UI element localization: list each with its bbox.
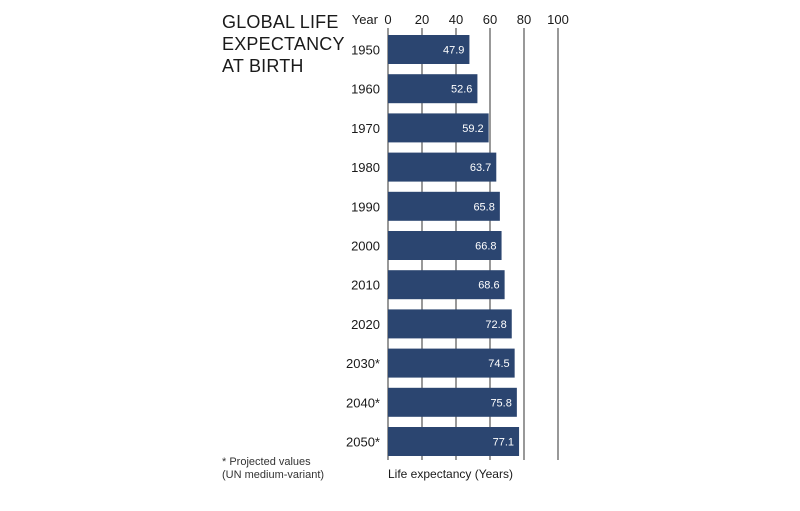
value-label-2010: 68.6 — [478, 280, 499, 292]
chart-title: GLOBAL LIFE EXPECTANCY AT BIRTH — [222, 11, 352, 77]
bar-1960 — [388, 74, 478, 104]
x-tick-label-20: 20 — [415, 12, 429, 27]
bar-2010 — [388, 270, 505, 300]
bar-1980 — [388, 152, 497, 182]
value-label-2050-projected: 77.1 — [493, 437, 514, 449]
category-header: Year — [352, 12, 379, 27]
bar-2040-projected — [388, 387, 517, 417]
x-tick-label-100: 100 — [547, 12, 569, 27]
category-label-1990: 1990 — [351, 199, 380, 214]
category-label-2000: 2000 — [351, 239, 380, 254]
category-label-1950: 1950 — [351, 43, 380, 58]
footnote: * Projected values (UN medium-variant) — [222, 456, 324, 482]
bar-2030-projected — [388, 348, 515, 378]
chart-title-line-3: AT BIRTH — [222, 56, 304, 76]
value-label-1990: 65.8 — [473, 201, 494, 213]
bar-2020 — [388, 309, 512, 339]
bar-2000 — [388, 231, 502, 260]
category-label-2040-projected: 2040* — [346, 395, 380, 410]
value-label-1960: 52.6 — [451, 84, 472, 96]
bar-2050-projected — [388, 427, 520, 456]
value-label-2030-projected: 74.5 — [488, 358, 509, 370]
footnote-line-2: (UN medium-variant) — [222, 469, 325, 481]
x-axis-title: Life expectancy (Years) — [388, 467, 513, 481]
bar-1990 — [388, 191, 500, 221]
value-label-2040-projected: 75.8 — [490, 397, 511, 409]
category-label-1980: 1980 — [351, 160, 380, 175]
value-label-1970: 59.2 — [462, 123, 483, 135]
category-label-1970: 1970 — [351, 121, 380, 136]
x-tick-label-80: 80 — [517, 12, 531, 27]
value-label-1950: 47.9 — [443, 45, 464, 57]
footnote-line-1: * Projected values — [222, 456, 311, 468]
chart-title-line-1: GLOBAL LIFE — [222, 12, 339, 32]
value-label-1980: 63.7 — [470, 162, 491, 174]
bar-1950 — [388, 35, 470, 64]
value-label-2000: 66.8 — [475, 241, 496, 253]
category-label-1960: 1960 — [351, 82, 380, 97]
category-label-2020: 2020 — [351, 317, 380, 332]
category-label-2030-projected: 2030* — [346, 356, 380, 371]
x-tick-label-0: 0 — [384, 12, 391, 27]
chart-title-line-2: EXPECTANCY — [222, 34, 345, 54]
category-label-2050-projected: 2050* — [346, 435, 380, 450]
bar-1970 — [388, 113, 489, 143]
x-tick-label-40: 40 — [449, 12, 463, 27]
x-tick-label-60: 60 — [483, 12, 497, 27]
value-label-2020: 72.8 — [485, 319, 506, 331]
x-axis-ticks: 0 20 40 60 80 100 — [384, 12, 568, 27]
category-label-2010: 2010 — [351, 278, 380, 293]
bars: 1950 47.9 1960 52.6 1970 59.2 1980 63.7 1990 65.8… — [346, 35, 520, 456]
